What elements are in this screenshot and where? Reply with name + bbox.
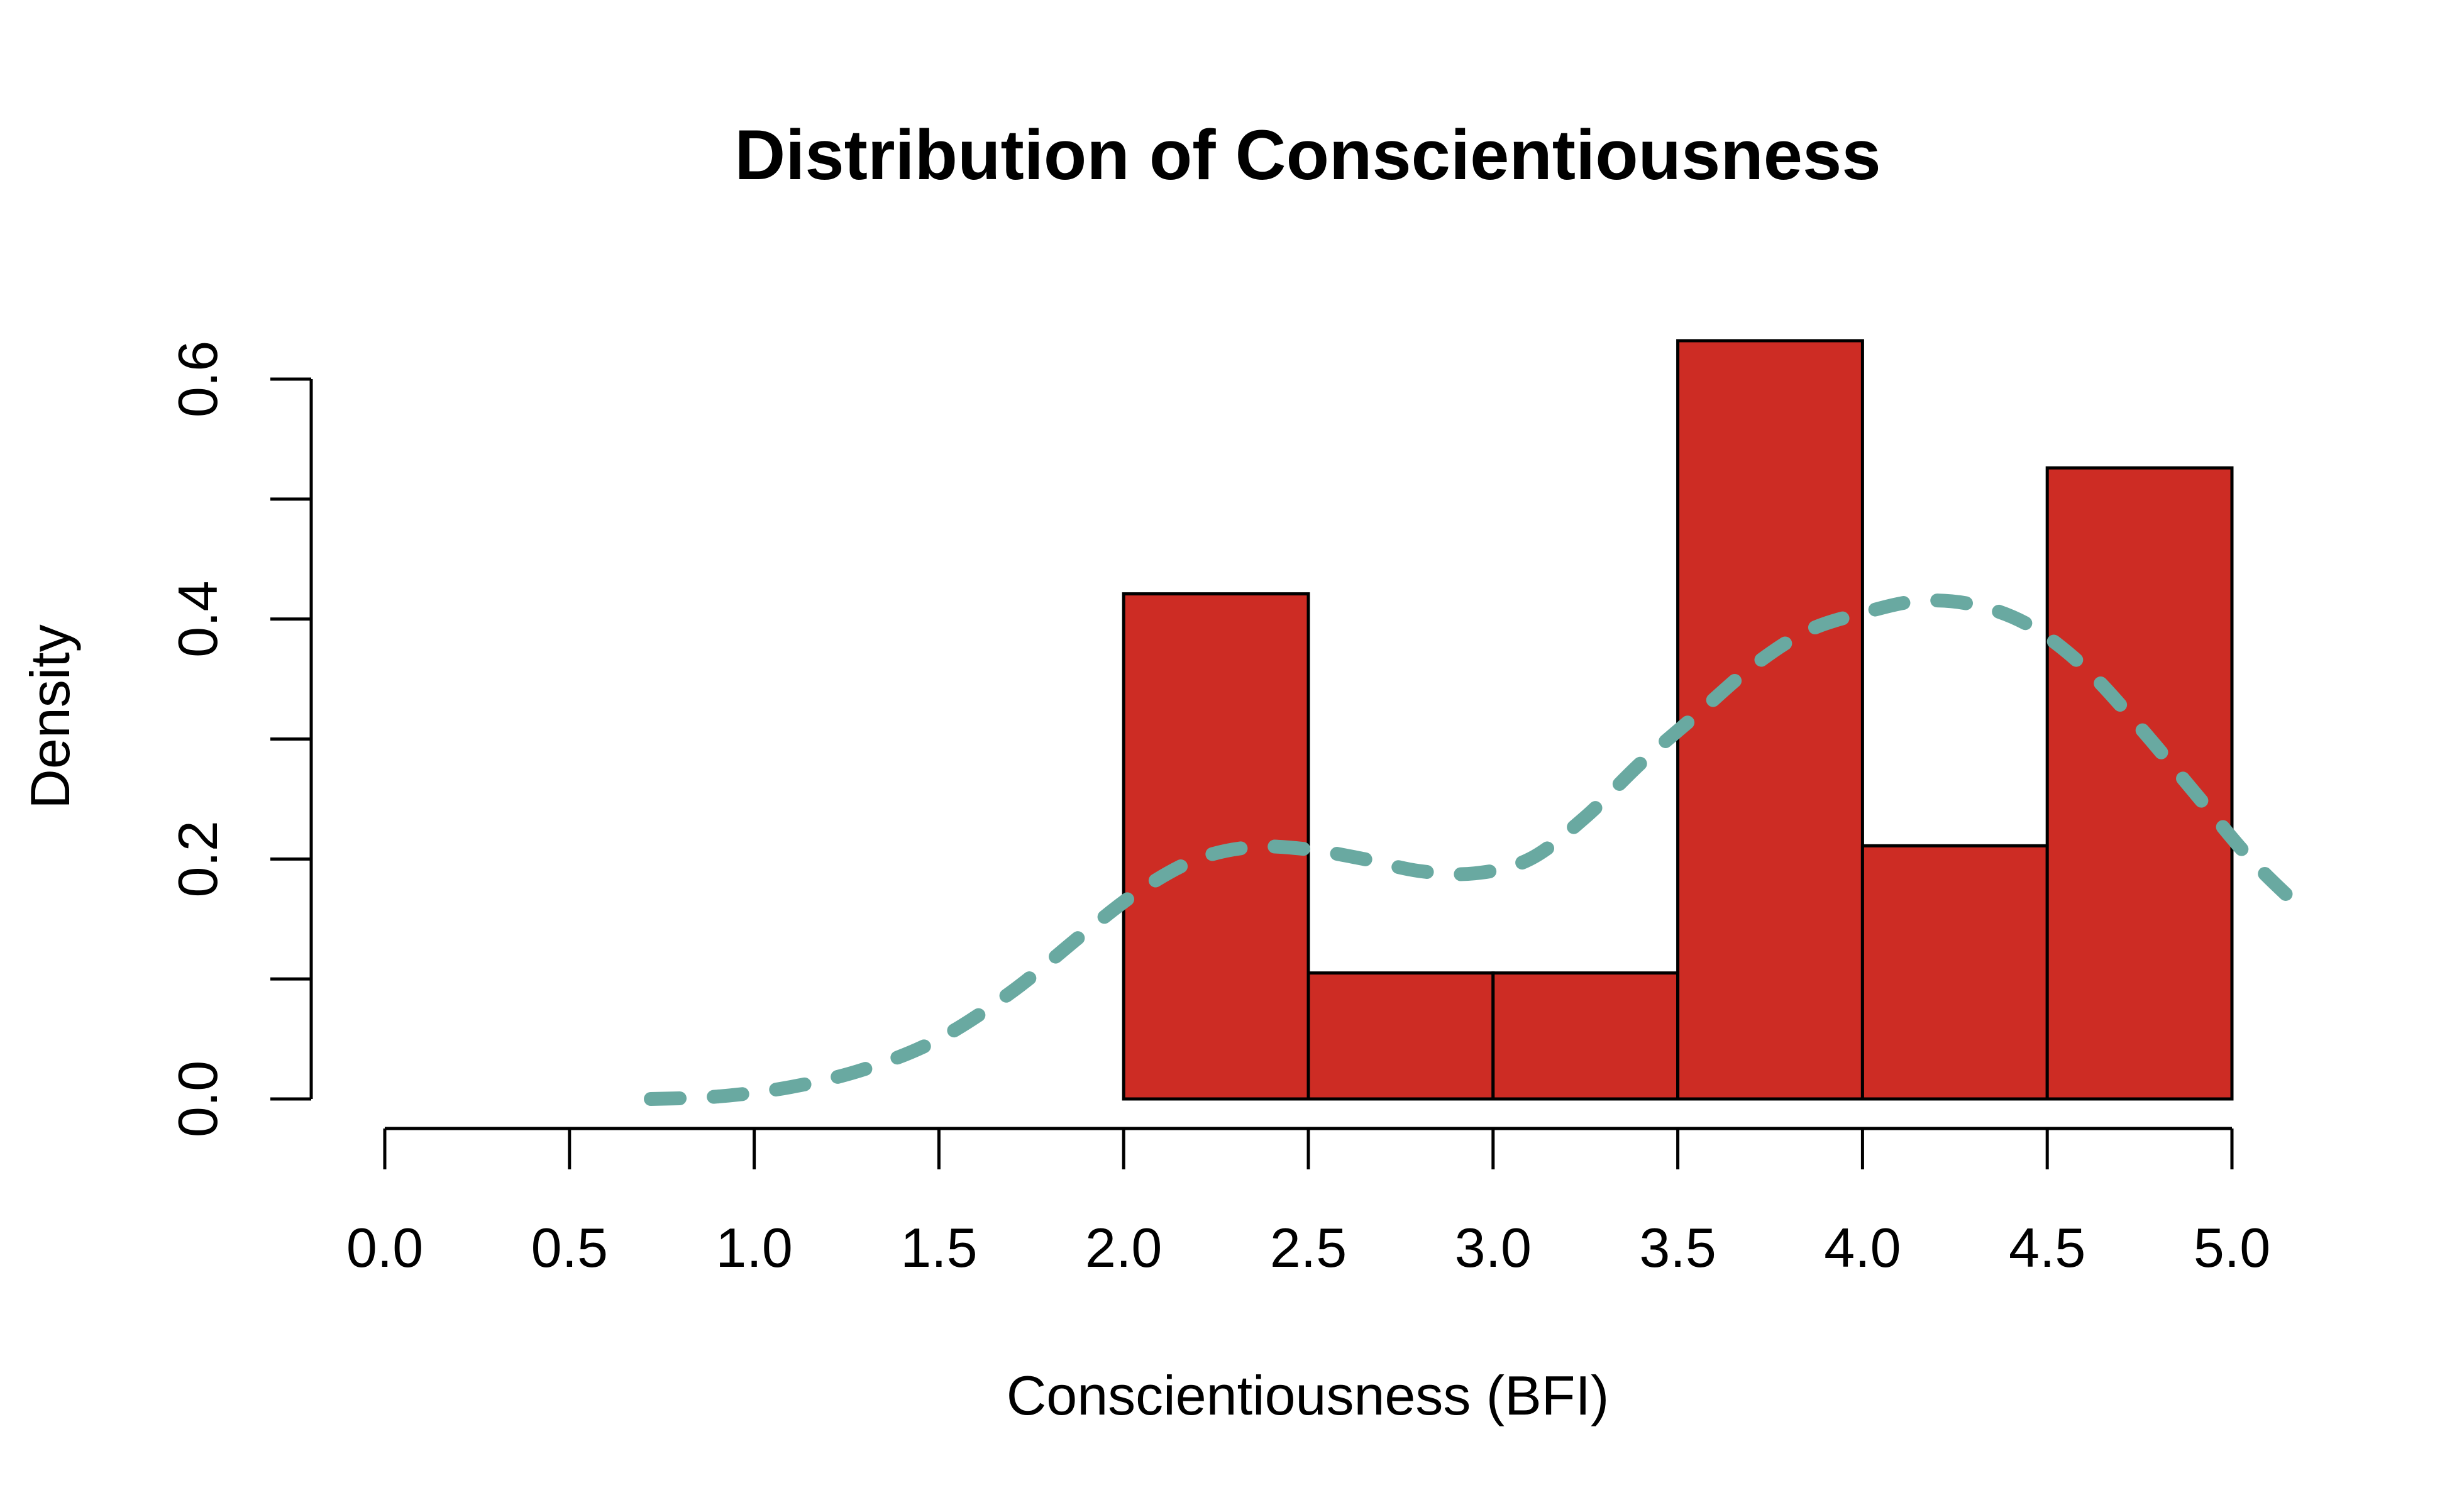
x-tick-label-0: 0.0 — [346, 1217, 423, 1279]
x-axis: 0.0 0.5 1.0 1.5 2.0 2.5 3.0 3.5 4.0 4.5 5.0 — [346, 1127, 2270, 1279]
x-tick-label-8: 4.0 — [1824, 1217, 1901, 1279]
x-axis-label: Conscientiousness (BFI) — [1007, 1364, 1610, 1426]
x-tick-label-9: 4.5 — [2009, 1217, 2085, 1279]
x-tick-label-4: 2.0 — [1085, 1217, 1162, 1279]
x-tick-label-6: 3.0 — [1455, 1217, 1532, 1279]
x-tick-label-2: 1.0 — [715, 1217, 792, 1279]
density-curve-line — [644, 593, 2313, 1106]
histogram-bar-2 — [1491, 971, 1680, 1101]
y-axis-label: Density — [19, 624, 81, 808]
y-tick-label-3: 0.6 — [167, 341, 229, 417]
bars-layer — [1122, 339, 2234, 1101]
x-tick-label-1: 0.5 — [531, 1217, 608, 1279]
histogram-bar-1 — [1306, 971, 1495, 1101]
histogram-bar-3 — [1676, 339, 1864, 1101]
y-tick-label-2: 0.4 — [167, 580, 229, 657]
x-tick-label-10: 5.0 — [2194, 1217, 2270, 1279]
x-tick-label-5: 2.5 — [1270, 1217, 1347, 1279]
chart-title: Distribution of Conscientiousness — [734, 116, 1880, 194]
y-axis: 0.0 0.2 0.4 0.6 — [167, 341, 313, 1137]
histogram-bar-4 — [1860, 844, 2049, 1101]
density-curve-layer — [644, 593, 2313, 1106]
x-tick-label-7: 3.5 — [1639, 1217, 1716, 1279]
y-tick-label-1: 0.2 — [167, 820, 229, 897]
histogram-bar-5 — [2045, 466, 2234, 1101]
x-tick-label-3: 1.5 — [900, 1217, 977, 1279]
y-tick-label-0: 0.0 — [167, 1061, 229, 1137]
